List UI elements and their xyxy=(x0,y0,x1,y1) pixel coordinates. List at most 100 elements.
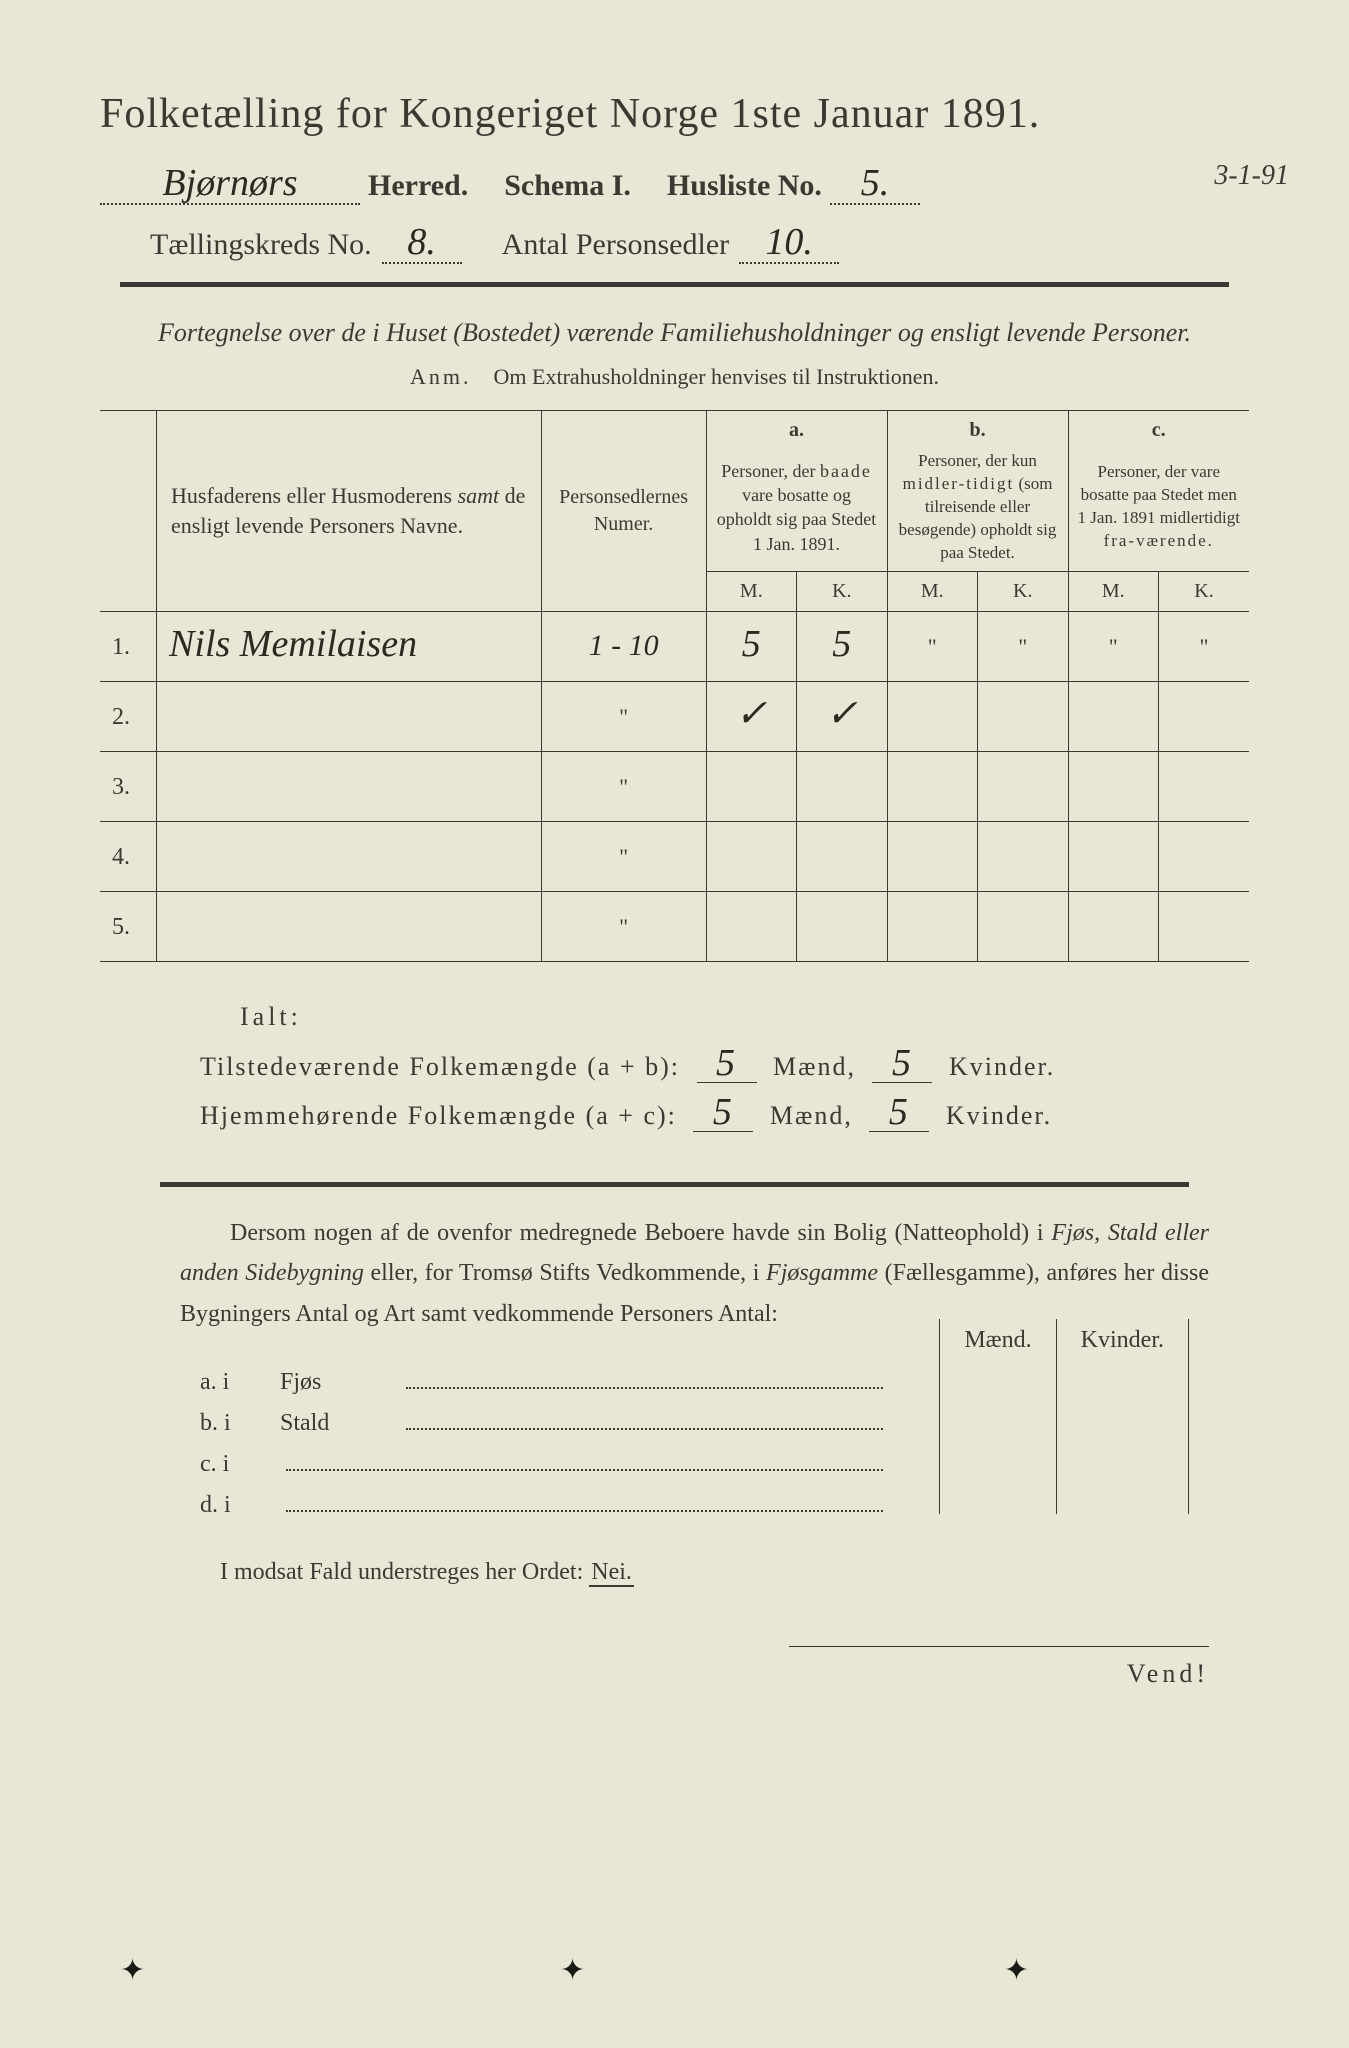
main-table: Husfaderens eller Husmoderens samt de en… xyxy=(100,410,1249,962)
kreds-label: Tællingskreds No. xyxy=(150,228,372,262)
sum-line-1: Tilstedeværende Folkemængde (a + b): 5 M… xyxy=(200,1048,1189,1083)
b-type: Stald xyxy=(280,1410,400,1437)
sum1-kvinder: Kvinder. xyxy=(949,1052,1055,1081)
antal-value: 10. xyxy=(765,221,813,263)
row-a-k xyxy=(797,751,887,821)
margin-date: 3-1-91 xyxy=(1214,160,1289,192)
table-row: 4. " xyxy=(100,821,1249,891)
row-c-k: " xyxy=(1158,611,1249,681)
a-label: a. i xyxy=(200,1369,280,1396)
row-c-m xyxy=(1068,821,1158,891)
rule-2 xyxy=(160,1182,1189,1187)
row-b-m: " xyxy=(887,611,977,681)
anm-text: Om Extrahusholdninger henvises til Instr… xyxy=(494,364,939,389)
row-a-k: 5 xyxy=(797,611,887,681)
row-name xyxy=(157,891,542,961)
sum1-maend: Mænd, xyxy=(773,1052,856,1081)
husliste-label: Husliste No. xyxy=(667,169,822,203)
rule-1 xyxy=(120,282,1229,287)
side-kvinder: Kvinder. xyxy=(1056,1319,1188,1362)
table-row: 3." xyxy=(100,751,1249,821)
row-num: 1. xyxy=(100,611,157,681)
totals-block: Ialt: Tilstedeværende Folkemængde (a + b… xyxy=(200,1002,1189,1132)
row-a-k: ✓ xyxy=(797,681,887,751)
nei-pre: I modsat Fald understreges her Ordet: xyxy=(220,1559,583,1585)
row-sedler: 1 - 10 xyxy=(541,611,706,681)
row-b-k xyxy=(978,751,1068,821)
row-name xyxy=(157,681,542,751)
sum2-maend: Mænd, xyxy=(770,1101,853,1130)
abcd-block: Mænd.Kvinder. a. i Fjøs b. i Stald c. i … xyxy=(200,1365,1189,1519)
a-type: Fjøs xyxy=(280,1369,400,1396)
row-c-k xyxy=(1158,751,1249,821)
row-b-k xyxy=(978,681,1068,751)
row-a-k xyxy=(797,891,887,961)
row-b-k xyxy=(978,821,1068,891)
mark-1: ✦ xyxy=(120,1953,145,1988)
row-b-k xyxy=(978,891,1068,961)
row-a-m: ✓ xyxy=(706,681,796,751)
building-paragraph: Dersom nogen af de ovenfor medregnede Be… xyxy=(180,1213,1209,1335)
b-label: b. i xyxy=(200,1410,280,1437)
col-a-m: M. xyxy=(706,571,796,611)
header-line-3: Tællingskreds No. 8. Antal Personsedler … xyxy=(150,227,1249,264)
census-form-page: Folketælling for Kongeriget Norge 1ste J… xyxy=(0,0,1349,2048)
nei-word: Nei. xyxy=(589,1559,634,1587)
row-a-k xyxy=(797,821,887,891)
sum1-k: 5 xyxy=(892,1042,913,1084)
row-num: 2. xyxy=(100,681,157,751)
subtitle: Fortegnelse over de i Huset (Bostedet) v… xyxy=(140,313,1209,352)
row-c-k xyxy=(1158,891,1249,961)
col-b-k: K. xyxy=(978,571,1068,611)
ialt-label: Ialt: xyxy=(240,1002,1189,1032)
row-num: 4. xyxy=(100,821,157,891)
vend-label: Vend! xyxy=(789,1646,1209,1689)
sum2-k: 5 xyxy=(889,1091,910,1133)
col-c-k: K. xyxy=(1158,571,1249,611)
col-b-text: Personer, der kun midler-tidigt (som til… xyxy=(887,444,1068,571)
anm-prefix: Anm. xyxy=(410,364,472,389)
row-c-k xyxy=(1158,681,1249,751)
row-a-m: 5 xyxy=(706,611,796,681)
schema-label: Schema I. xyxy=(504,169,631,203)
col-c-letter: c. xyxy=(1152,419,1166,441)
col-sedler-header: Personsedlernes Numer. xyxy=(541,411,706,612)
sum2-m: 5 xyxy=(713,1091,734,1133)
anm-line: Anm. Om Extrahusholdninger henvises til … xyxy=(100,364,1249,390)
row-sedler: " xyxy=(541,821,706,891)
row-c-m: " xyxy=(1068,611,1158,681)
row-a-m xyxy=(706,891,796,961)
sum2-kvinder: Kvinder. xyxy=(946,1101,1052,1130)
header-line-2: Bjørnørs Herred. Schema I. Husliste No. … xyxy=(100,168,1249,205)
side-maend: Mænd. xyxy=(940,1319,1056,1362)
nei-line: I modsat Fald understreges her Ordet: Ne… xyxy=(220,1559,1249,1586)
col-a-letter: a. xyxy=(789,419,804,441)
col-a-k: K. xyxy=(797,571,887,611)
sum1-pre: Tilstedeværende Folkemængde (a + b): xyxy=(200,1052,680,1081)
row-sedler: " xyxy=(541,891,706,961)
row-b-m xyxy=(887,751,977,821)
husliste-value: 5. xyxy=(861,162,890,204)
row-num: 5. xyxy=(100,891,157,961)
mk-side-table: Mænd.Kvinder. xyxy=(939,1319,1189,1514)
col-c-m: M. xyxy=(1068,571,1158,611)
row-name: Nils Memilaisen xyxy=(157,611,542,681)
mark-2: ✦ xyxy=(560,1953,585,1988)
sum1-m: 5 xyxy=(716,1042,737,1084)
page-title: Folketælling for Kongeriget Norge 1ste J… xyxy=(100,90,1249,138)
d-label: d. i xyxy=(200,1492,280,1519)
row-c-k xyxy=(1158,821,1249,891)
table-row: 2."✓✓ xyxy=(100,681,1249,751)
row-sedler: " xyxy=(541,681,706,751)
row-b-m xyxy=(887,891,977,961)
table-row: 1.Nils Memilaisen1 - 1055"""" xyxy=(100,611,1249,681)
row-sedler: " xyxy=(541,751,706,821)
col-b-m: M. xyxy=(887,571,977,611)
c-label: c. i xyxy=(200,1451,280,1478)
mark-3: ✦ xyxy=(1004,1953,1029,1988)
sum2-pre: Hjemmehørende Folkemængde (a + c): xyxy=(200,1101,677,1130)
row-name xyxy=(157,821,542,891)
kreds-value: 8. xyxy=(407,221,436,263)
herred-value: Bjørnørs xyxy=(162,162,297,204)
row-c-m xyxy=(1068,751,1158,821)
